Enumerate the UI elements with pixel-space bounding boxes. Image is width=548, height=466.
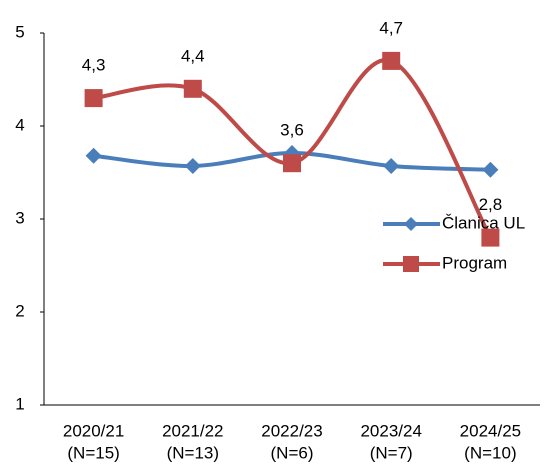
x-tick-label: 2024/25 (460, 421, 521, 440)
x-tick-label: (N=15) (67, 443, 119, 462)
point-marker (184, 157, 201, 174)
x-tick-label: 2021/22 (162, 421, 223, 440)
x-tick-label: (N=13) (167, 443, 219, 462)
data-label: 4,3 (82, 56, 106, 75)
data-label: 3,6 (280, 121, 304, 140)
y-tick-label: 3 (15, 208, 24, 227)
x-tick-label: (N=7) (370, 443, 413, 462)
y-tick-label: 2 (15, 301, 24, 320)
y-tick-label: 4 (15, 115, 24, 134)
point-marker (481, 228, 500, 247)
legend-label: Program (442, 253, 507, 272)
point-marker (482, 161, 499, 178)
y-tick-label: 1 (15, 394, 24, 413)
x-tick-label: 2020/21 (63, 421, 124, 440)
point-marker (84, 89, 103, 108)
x-tick-label: 2023/24 (360, 421, 421, 440)
point-marker (283, 154, 301, 173)
legend-marker (403, 256, 419, 272)
data-label: 4,4 (181, 46, 205, 65)
point-marker (85, 147, 102, 164)
point-marker (183, 79, 202, 98)
x-tick-label: (N=10) (464, 443, 516, 462)
x-tick-label: (N=6) (271, 443, 314, 462)
series-line (93, 58, 493, 239)
x-tick-label: 2022/23 (261, 421, 322, 440)
legend-marker (404, 217, 418, 231)
point-marker (382, 51, 401, 70)
data-label: 4,7 (379, 18, 403, 37)
point-marker (383, 157, 400, 174)
y-tick-label: 5 (15, 22, 24, 41)
legend-label: Članica UL (442, 213, 525, 232)
data-label: 2,8 (479, 195, 503, 214)
